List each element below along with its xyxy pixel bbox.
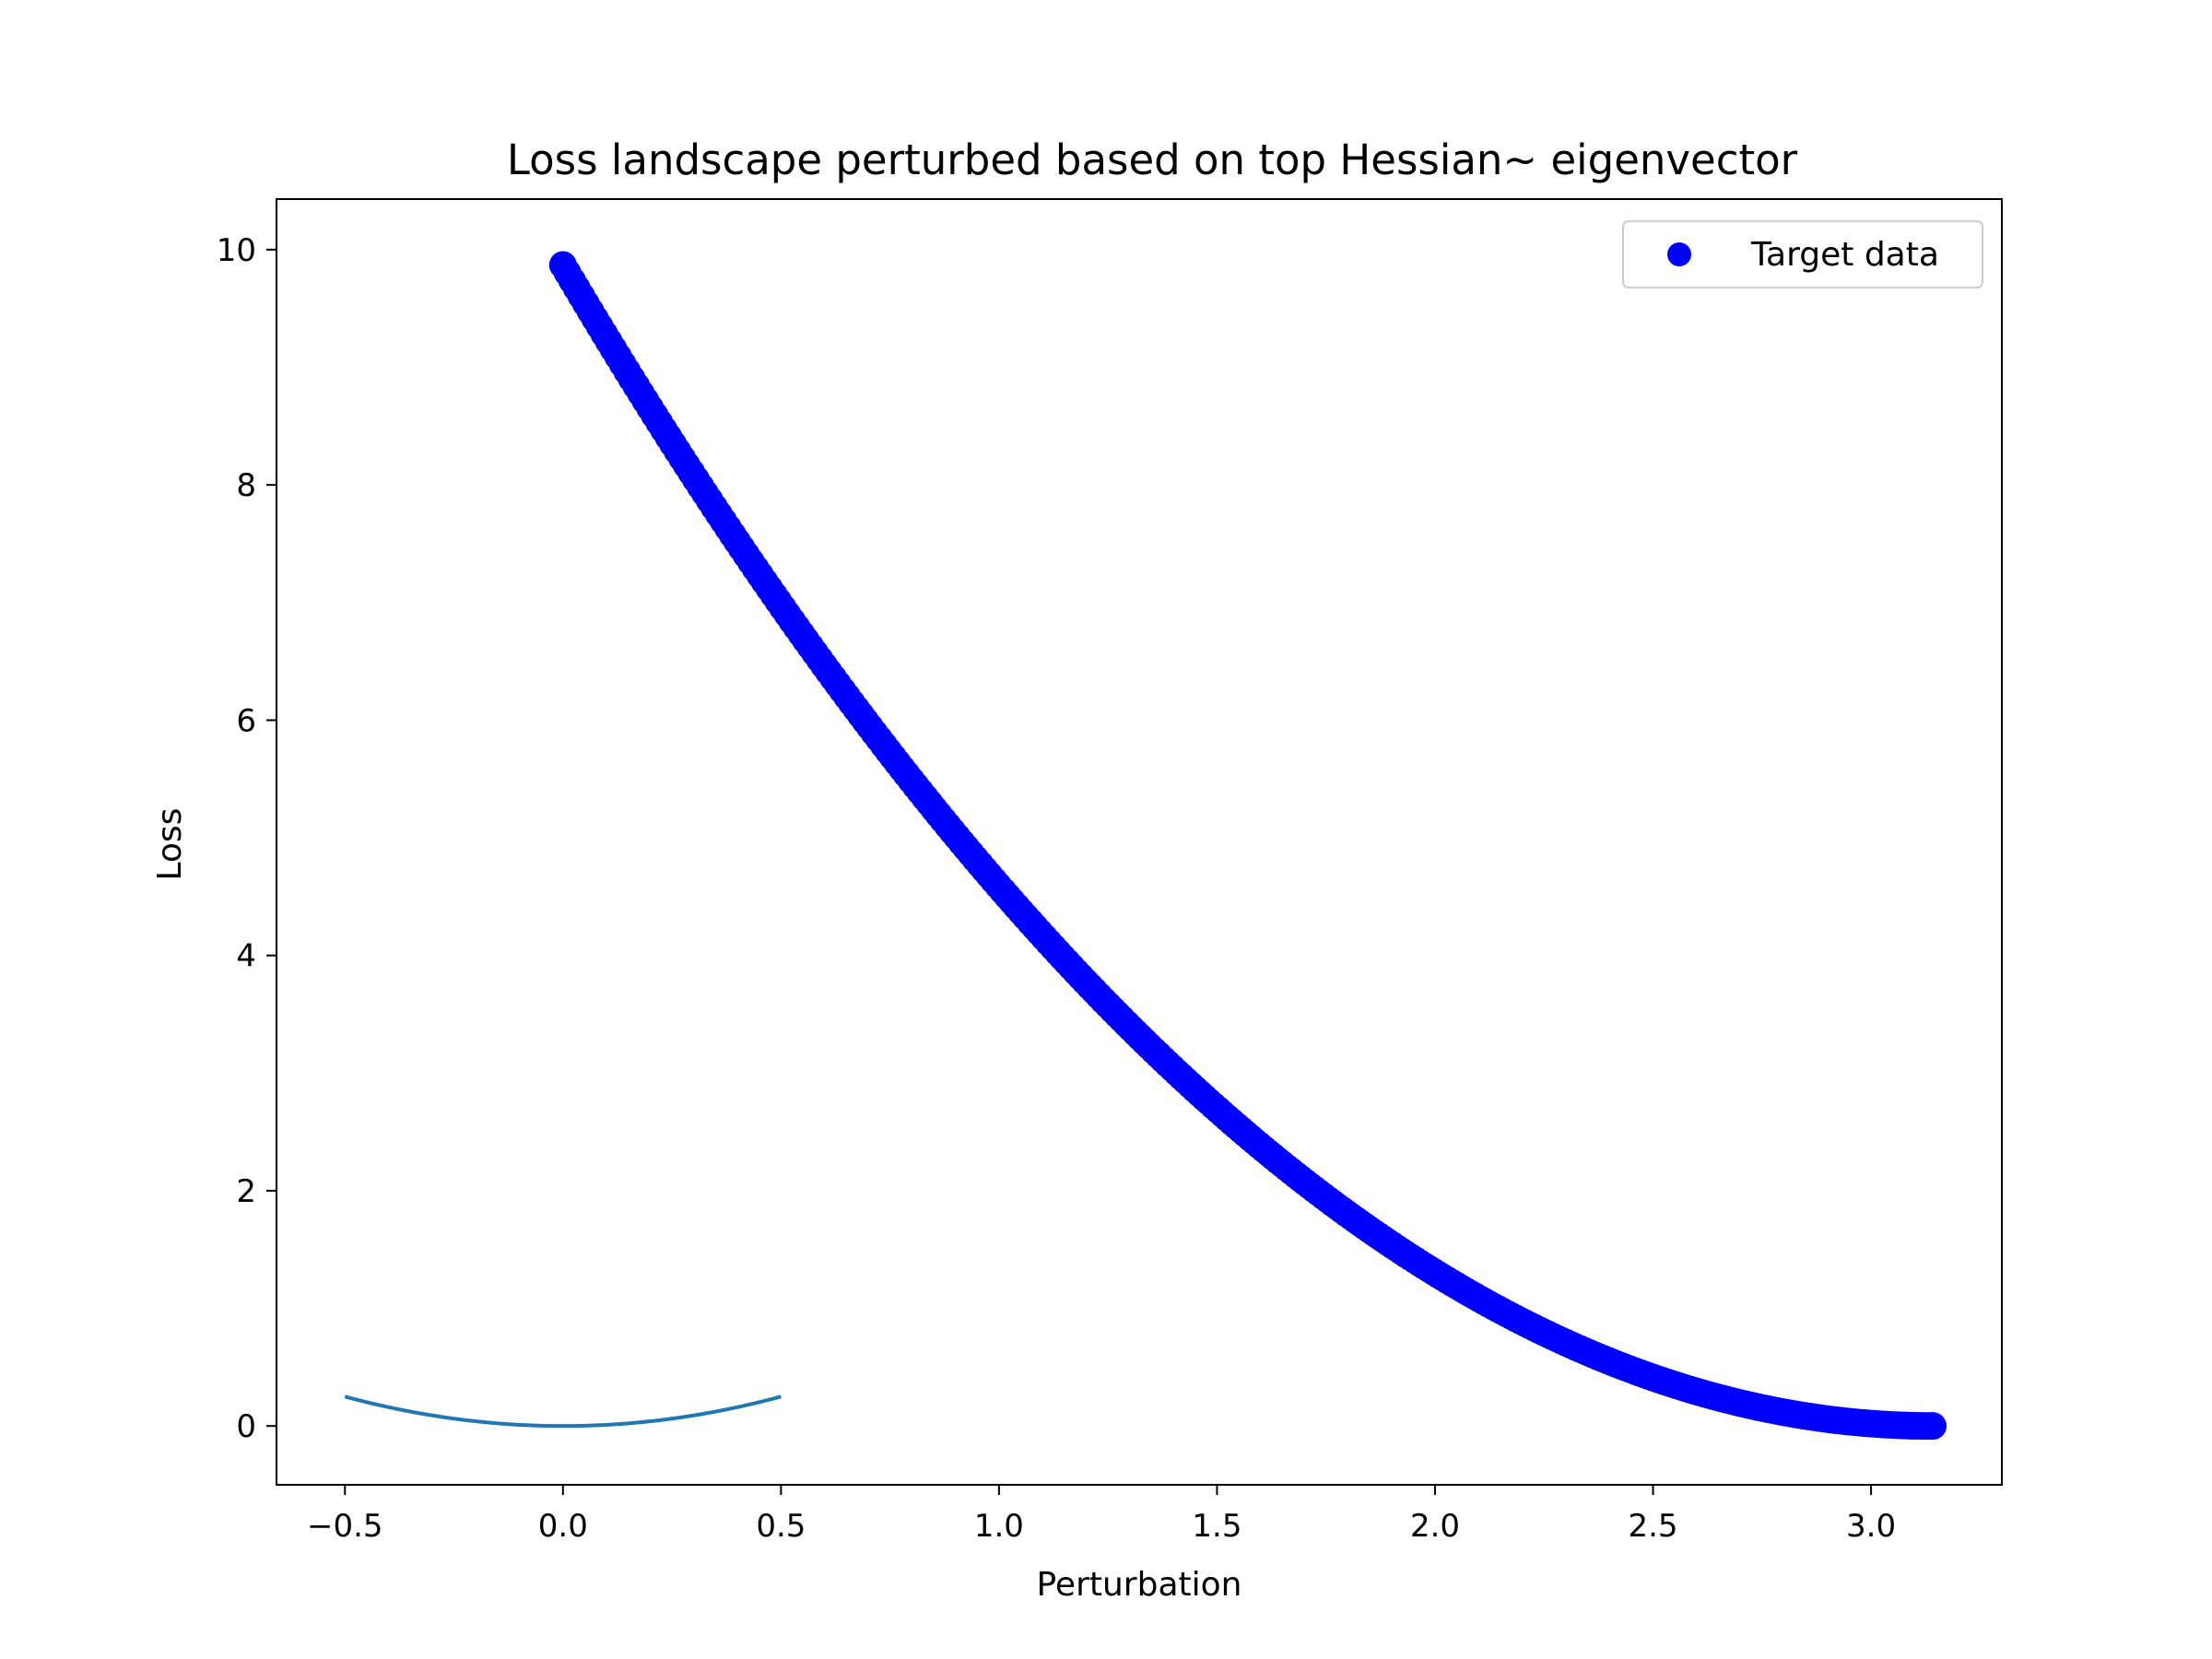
- axes-frame: [276, 198, 2003, 1486]
- y-tick-label: 4: [236, 938, 256, 975]
- series-line-group: [344, 1394, 782, 1429]
- y-tick-label: 10: [217, 232, 256, 269]
- series-line: [344, 1394, 782, 1429]
- y-tick-label: 2: [236, 1173, 256, 1210]
- x-tick-label: 1.5: [1192, 1508, 1241, 1545]
- y-axis-label: Loss: [151, 808, 189, 881]
- y-tick-label: 6: [236, 702, 256, 739]
- x-tick-label: 2.0: [1410, 1508, 1460, 1545]
- series-scatter-group: [548, 251, 1947, 1441]
- x-tick-label: 0.0: [538, 1508, 588, 1545]
- x-tick-label: 2.5: [1628, 1508, 1677, 1545]
- x-axis-label: Perturbation: [1037, 1566, 1242, 1604]
- y-axis-ticks: 0 2 4 6 8 10: [217, 232, 276, 1445]
- scatter-point: [1919, 1412, 1947, 1441]
- legend-label-target-data: Target data: [1750, 236, 1939, 274]
- x-tick-label: −0.5: [307, 1508, 383, 1545]
- legend: Target data: [1622, 220, 1983, 288]
- plot-area: [344, 251, 1947, 1441]
- x-tick-label: 0.5: [756, 1508, 806, 1545]
- chart-title: Loss landscape perturbed based on top He…: [507, 135, 1798, 184]
- y-tick-label: 0: [236, 1408, 256, 1445]
- legend-marker-target-data: [1667, 242, 1691, 266]
- x-axis-ticks: −0.5 0.0 0.5 1.0 1.5 2.0 2.5 3.0: [307, 1485, 1896, 1545]
- x-tick-label: 3.0: [1846, 1508, 1896, 1545]
- y-tick-label: 8: [236, 467, 256, 504]
- legend-box: [1622, 220, 1983, 288]
- x-tick-label: 1.0: [974, 1508, 1024, 1545]
